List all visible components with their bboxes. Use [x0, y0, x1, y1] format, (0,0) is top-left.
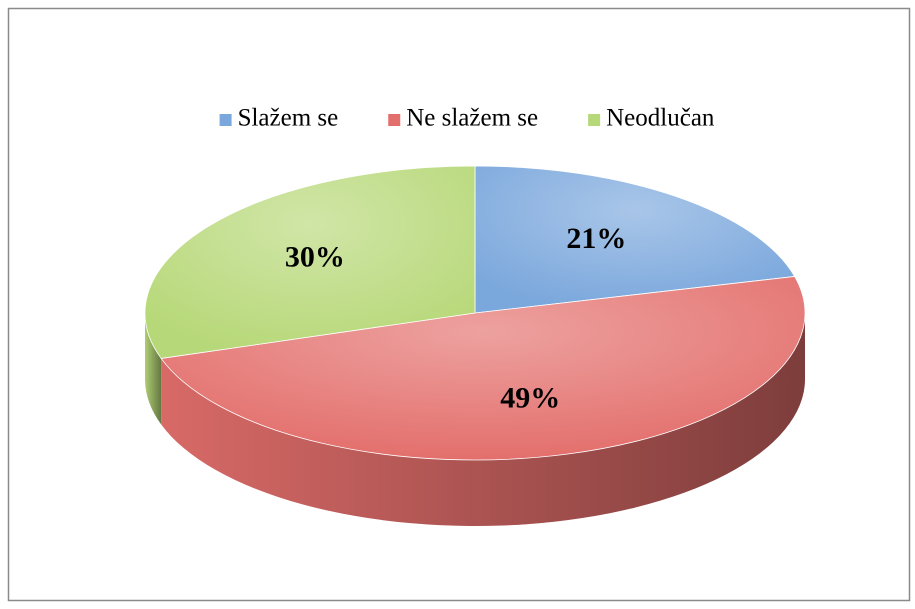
legend-text: Neodlučan	[606, 105, 715, 132]
value-label: 30%	[285, 240, 345, 273]
value-label: 49%	[500, 381, 560, 414]
slice-gloss	[475, 166, 795, 313]
value-label: 21%	[566, 222, 626, 255]
legend-swatch	[388, 114, 401, 126]
pie: 21% 49% 30%	[144, 165, 806, 526]
slice-side-shade	[161, 313, 805, 526]
legend-swatch	[219, 114, 232, 126]
slice-gloss	[144, 166, 475, 359]
legend: Slažem se Ne slažem se Neodlučan	[219, 105, 715, 132]
slice-side-shade	[145, 313, 162, 425]
legend-text: Ne slažem se	[406, 105, 538, 132]
slice-gloss	[161, 276, 805, 460]
legend-swatch	[588, 114, 601, 126]
legend-text: Slažem se	[238, 105, 339, 132]
